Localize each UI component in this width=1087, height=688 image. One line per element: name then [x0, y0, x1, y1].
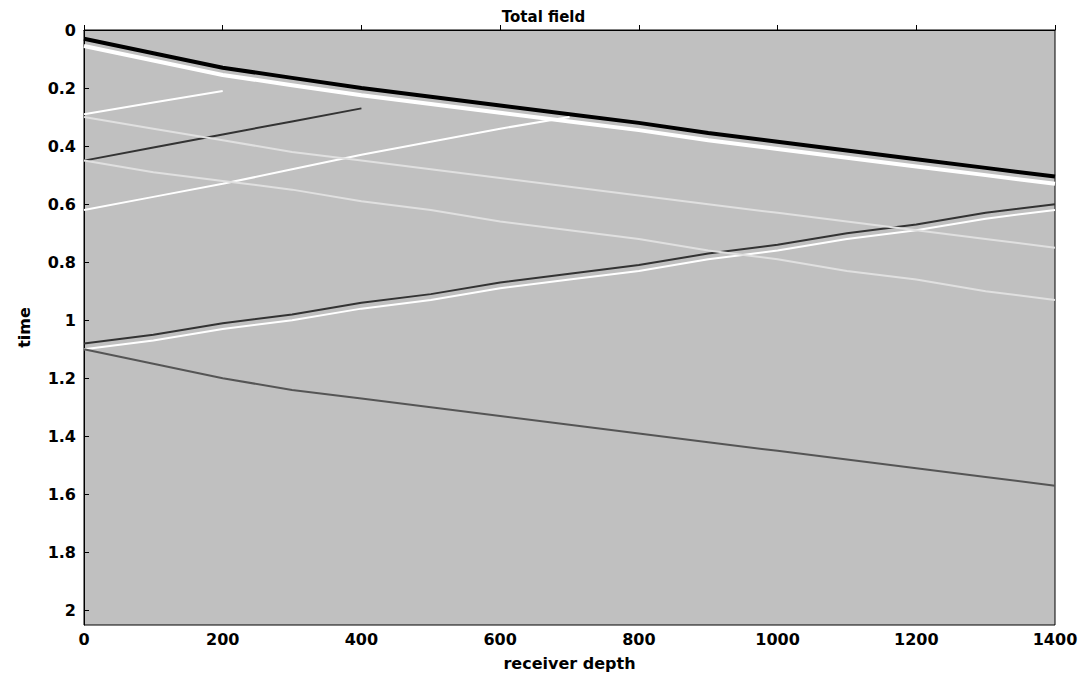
svg-text:1.2: 1.2	[48, 369, 76, 388]
svg-text:1: 1	[65, 311, 76, 330]
svg-text:1400: 1400	[1033, 630, 1078, 649]
svg-text:0: 0	[65, 21, 76, 40]
svg-text:1.6: 1.6	[48, 485, 76, 504]
svg-text:200: 200	[206, 630, 239, 649]
svg-text:Total field: Total field	[502, 8, 585, 26]
svg-text:0.4: 0.4	[48, 137, 76, 156]
svg-text:1.8: 1.8	[48, 543, 76, 562]
svg-text:time: time	[15, 307, 34, 348]
svg-text:0.8: 0.8	[48, 253, 76, 272]
svg-text:0.6: 0.6	[48, 195, 76, 214]
svg-text:800: 800	[622, 630, 655, 649]
svg-text:600: 600	[483, 630, 516, 649]
svg-text:1.4: 1.4	[48, 427, 76, 446]
svg-text:1200: 1200	[894, 630, 939, 649]
svg-text:0.2: 0.2	[48, 79, 76, 98]
svg-text:receiver depth: receiver depth	[503, 654, 635, 673]
svg-text:0: 0	[78, 630, 89, 649]
svg-text:1000: 1000	[755, 630, 800, 649]
svg-text:2: 2	[65, 601, 76, 620]
svg-text:400: 400	[345, 630, 378, 649]
